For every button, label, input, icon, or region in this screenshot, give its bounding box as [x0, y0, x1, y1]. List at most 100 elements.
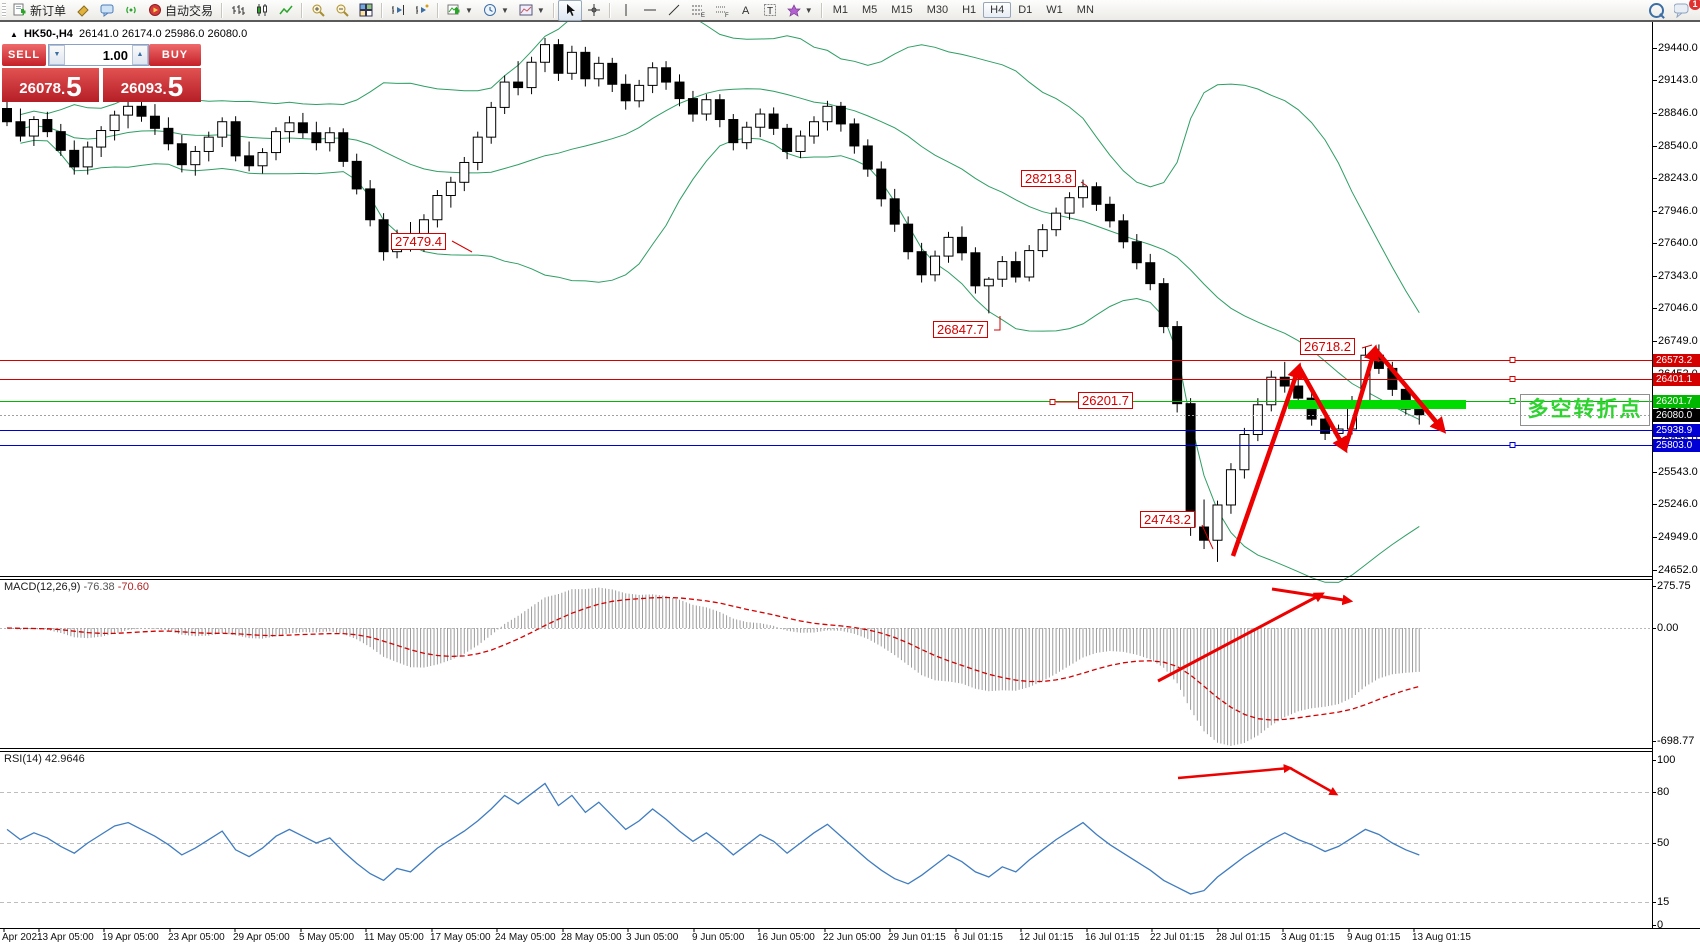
macd-trend-arrow — [1157, 592, 1325, 683]
volume-spinner[interactable]: ▼ 1.00 ▲ — [48, 44, 149, 66]
price-axis-label: 27343.0 — [1658, 270, 1698, 282]
date-axis-label: 16 Jun 05:00 — [757, 932, 815, 943]
trendline-tool[interactable] — [662, 0, 686, 21]
new-order-button[interactable]: 新订单 — [8, 0, 71, 21]
tile-windows-icon — [359, 3, 373, 17]
zoom-in-button[interactable] — [306, 0, 330, 21]
fibonacci-tool[interactable]: E — [686, 0, 710, 21]
chat-button[interactable]: 1 — [1674, 0, 1700, 18]
fibonacci-icon: E — [691, 3, 705, 17]
timeframe-button-mn[interactable]: MN — [1076, 4, 1094, 16]
new-chart-icon — [447, 3, 461, 17]
sell-button[interactable]: SELL — [2, 44, 46, 66]
candle-bear — [1172, 326, 1183, 405]
timeframe-button-m15[interactable]: M15 — [891, 4, 913, 16]
main-trend-arrow — [1297, 365, 1348, 454]
timeframe-button-m5[interactable]: M5 — [862, 4, 878, 16]
toolbar-grip[interactable] — [2, 3, 6, 17]
bar-chart-mode-button[interactable] — [226, 0, 250, 21]
text-label-tool[interactable]: T — [758, 0, 782, 21]
price-callout-label[interactable]: 24743.2 — [1140, 511, 1195, 528]
crosshair-tool-button[interactable] — [582, 0, 606, 21]
timeframe-button-h4[interactable]: H4 — [983, 2, 1012, 18]
date-axis-label: Apr 2021 — [2, 932, 43, 943]
candle-bear — [620, 83, 631, 102]
candle-bear — [55, 131, 66, 151]
volume-value[interactable]: 1.00 — [102, 47, 128, 63]
volume-up-button[interactable]: ▲ — [132, 45, 148, 65]
candle-bull — [1239, 434, 1250, 471]
line-selection-handle — [1509, 357, 1516, 363]
rsi-name: RSI(14) — [4, 753, 42, 765]
candle-bear — [297, 122, 308, 134]
price-tag: 25803.0 — [1653, 438, 1700, 452]
price-axis-label: 25543.0 — [1658, 466, 1698, 478]
candle-bear — [1145, 262, 1156, 285]
candle-bull — [741, 126, 752, 144]
timeframe-button-d1[interactable]: D1 — [1018, 4, 1033, 16]
candlestick-mode-button[interactable] — [250, 0, 274, 21]
price-callout-label[interactable]: 27479.4 — [391, 233, 446, 250]
chart-shift-button[interactable] — [386, 0, 410, 21]
date-axis-label: 3 Jun 05:00 — [626, 932, 679, 943]
collapse-arrow-icon[interactable]: ▲ — [10, 30, 18, 39]
new-chart-dropdown[interactable]: ▼ — [442, 0, 478, 21]
price-callout-label[interactable]: 26718.2 — [1300, 338, 1355, 355]
line-chart-mode-button[interactable] — [274, 0, 298, 21]
eraser-button[interactable] — [71, 0, 95, 21]
symbol-title[interactable]: ▲ HK50-,H4 26141.0 26174.0 25986.0 26080… — [10, 28, 247, 40]
quotes-button[interactable] — [95, 0, 119, 21]
vertical-line-tool[interactable] — [614, 0, 638, 21]
tile-windows-button[interactable] — [354, 0, 378, 21]
candle-bull — [795, 135, 806, 152]
search-icon[interactable] — [1649, 2, 1664, 18]
cursor-tool-button[interactable] — [557, 0, 582, 21]
volume-down-button[interactable]: ▼ — [49, 45, 65, 65]
timeframe-button-m1[interactable]: M1 — [832, 4, 848, 16]
timeframe-button-w1[interactable]: W1 — [1046, 4, 1063, 16]
price-axis-label: 26749.0 — [1658, 335, 1698, 347]
timeframe-button-m30[interactable]: M30 — [926, 4, 949, 16]
candle-bear — [1131, 241, 1142, 264]
date-axis-label: 6 Jul 01:15 — [954, 932, 1003, 943]
timeframe-bar: M1 M5 M15 M30 H1 H4 D1 W1 MN — [826, 2, 1101, 18]
period-dropdown[interactable]: ▼ — [478, 0, 514, 21]
templates-dropdown[interactable]: ▼ — [514, 0, 550, 21]
text-label-T-icon: T — [763, 3, 777, 17]
date-axis-label: 28 May 05:00 — [561, 932, 622, 943]
shapes-dropdown[interactable]: ▼ — [782, 0, 818, 21]
svg-text:F: F — [725, 13, 729, 17]
signal-button[interactable] — [119, 0, 143, 21]
dropdown-caret-icon: ▼ — [804, 5, 813, 15]
candle-bull — [203, 136, 214, 152]
bollinger-band-line — [20, 0, 1420, 314]
candle-bear — [903, 223, 914, 253]
timeframe-button-h1[interactable]: H1 — [962, 4, 977, 16]
dropdown-caret-icon: ▼ — [465, 5, 473, 15]
bull-bear-turning-point-label[interactable]: 多空转折点 — [1520, 394, 1650, 426]
price-axis-label: 27640.0 — [1658, 237, 1698, 249]
macd-axis-label: 275.75 — [1657, 580, 1691, 592]
candle-bull — [271, 131, 281, 154]
price-callout-label[interactable]: 26201.7 — [1078, 392, 1133, 409]
buy-price-display[interactable]: 26093. 5 — [103, 68, 201, 102]
callout-connector — [1080, 181, 1088, 187]
candle-bull — [755, 113, 766, 128]
candle-bull — [701, 99, 712, 115]
channel-tool[interactable]: F — [710, 0, 734, 21]
buy-price-big-digit: 5 — [167, 71, 184, 102]
decimal-dot: . — [60, 81, 66, 98]
price-callout-label[interactable]: 26847.7 — [933, 321, 988, 338]
text-tool[interactable]: A — [734, 0, 758, 21]
date-axis-label: 16 Jul 01:15 — [1085, 932, 1140, 943]
auto-scroll-button[interactable] — [410, 0, 434, 21]
candle-bear — [661, 67, 672, 83]
zoom-out-button[interactable] — [330, 0, 354, 21]
horizontal-line-tool[interactable] — [638, 0, 662, 21]
sell-price-display[interactable]: 26078. 5 — [2, 68, 99, 102]
buy-button[interactable]: BUY — [149, 44, 201, 66]
auto-trading-button[interactable]: 自动交易 — [143, 0, 218, 21]
price-callout-label[interactable]: 28213.8 — [1021, 170, 1076, 187]
